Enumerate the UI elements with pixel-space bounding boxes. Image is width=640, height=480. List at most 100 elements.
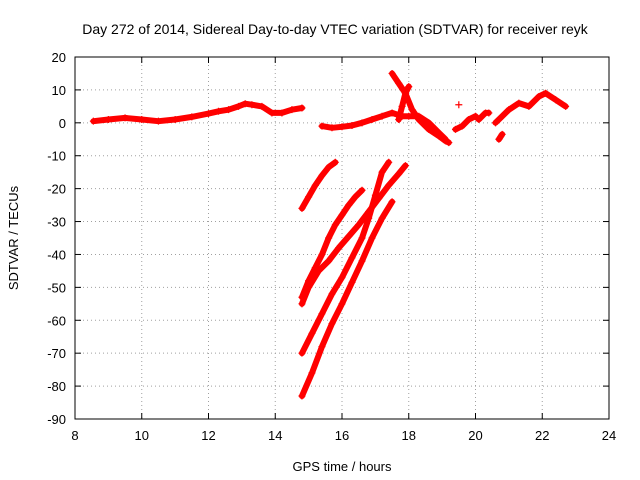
- data-point: [305, 277, 313, 285]
- series-arc-6: [455, 101, 463, 109]
- series-arc-1: [89, 100, 306, 125]
- data-point: [358, 257, 366, 265]
- data-point: [355, 221, 363, 229]
- data-point: [495, 135, 503, 143]
- series-trace: [395, 83, 412, 123]
- data-point: [335, 244, 343, 252]
- data-point: [358, 119, 366, 127]
- data-point: [348, 254, 356, 262]
- data-point: [305, 193, 313, 201]
- plot-area: [89, 69, 570, 400]
- series-trace: [299, 198, 396, 399]
- data-point: [458, 122, 466, 130]
- data-point: [445, 139, 453, 147]
- data-point: [348, 121, 356, 129]
- data-point: [395, 116, 403, 124]
- data-point: [338, 273, 346, 281]
- data-point: [368, 116, 376, 124]
- data-point: [562, 102, 570, 110]
- series-trace: [299, 187, 365, 301]
- y-tick-label: 10: [52, 83, 66, 98]
- x-tick-label: 10: [135, 428, 149, 443]
- data-point: [311, 264, 319, 272]
- data-point: [298, 104, 306, 112]
- y-tick-label: -60: [47, 313, 66, 328]
- data-point: [345, 232, 353, 240]
- data-point: [325, 234, 333, 242]
- data-point: [318, 122, 326, 130]
- data-point: [378, 168, 386, 176]
- data-point: [338, 300, 346, 308]
- data-point: [542, 89, 550, 97]
- data-point: [425, 119, 433, 127]
- data-point: [241, 100, 249, 108]
- chart-title: Day 272 of 2014, Sidereal Day-to-day VTE…: [82, 21, 588, 37]
- y-tick-label: -90: [47, 412, 66, 427]
- data-point: [331, 158, 339, 166]
- x-tick-label: 14: [268, 428, 282, 443]
- x-tick-label: 22: [535, 428, 549, 443]
- data-point: [472, 112, 479, 120]
- data-point: [415, 116, 423, 124]
- data-point: [465, 116, 473, 124]
- data-point: [311, 181, 319, 189]
- data-point: [385, 181, 393, 189]
- data-point: [525, 102, 533, 110]
- data-point: [248, 101, 256, 109]
- series-arc-5: [451, 109, 493, 133]
- data-point: [258, 102, 266, 110]
- data-point: [268, 109, 276, 117]
- data-point: [405, 112, 413, 120]
- data-point: [325, 257, 333, 265]
- data-point: [358, 186, 366, 194]
- data-point: [492, 119, 500, 127]
- data-point: [318, 310, 326, 318]
- data-point: [425, 125, 433, 133]
- data-point: [298, 349, 306, 357]
- data-point: [328, 124, 336, 132]
- data-point: [345, 201, 353, 209]
- data-point: [278, 109, 286, 117]
- grid: [75, 57, 609, 419]
- data-point: [308, 369, 316, 377]
- y-tick-label: 20: [52, 50, 66, 65]
- data-point: [298, 204, 306, 212]
- data-point: [298, 392, 306, 400]
- data-point: [288, 106, 296, 114]
- data-point: [475, 116, 483, 124]
- data-point: [388, 109, 396, 117]
- data-point: [408, 106, 416, 114]
- data-point: [89, 117, 97, 125]
- x-tick-label: 20: [468, 428, 482, 443]
- data-point: [215, 107, 223, 115]
- data-point: [365, 214, 373, 222]
- series-arc-9: [298, 158, 339, 212]
- data-point: [515, 99, 523, 107]
- data-point: [395, 79, 403, 87]
- data-point: [385, 158, 393, 166]
- y-tick-label: -70: [47, 346, 66, 361]
- series-arc-13: [298, 198, 396, 400]
- x-tick-label: 18: [402, 428, 416, 443]
- data-point: [318, 171, 326, 179]
- data-point: [401, 162, 409, 170]
- x-axis-label: GPS time / hours: [293, 459, 392, 474]
- data-point: [205, 110, 212, 118]
- data-point: [188, 113, 196, 121]
- data-point: [398, 102, 406, 110]
- axes: 8 10 12 14 16 18 20 22 24 20 10 0 -10 -20 -30 -40 -50 -60…: [47, 50, 616, 443]
- data-point: [441, 137, 449, 145]
- series-arc-8: [495, 130, 506, 143]
- y-tick-label: 0: [59, 116, 66, 131]
- data-point: [235, 102, 243, 110]
- data-point: [455, 101, 463, 109]
- series-arc-3: [388, 69, 453, 147]
- data-point: [338, 123, 346, 131]
- plot-frame: [74, 56, 610, 420]
- data-point: [485, 109, 493, 117]
- y-tick-label: -20: [47, 182, 66, 197]
- data-point: [378, 112, 386, 120]
- x-tick-label: 12: [201, 428, 215, 443]
- series-trace: [452, 109, 492, 133]
